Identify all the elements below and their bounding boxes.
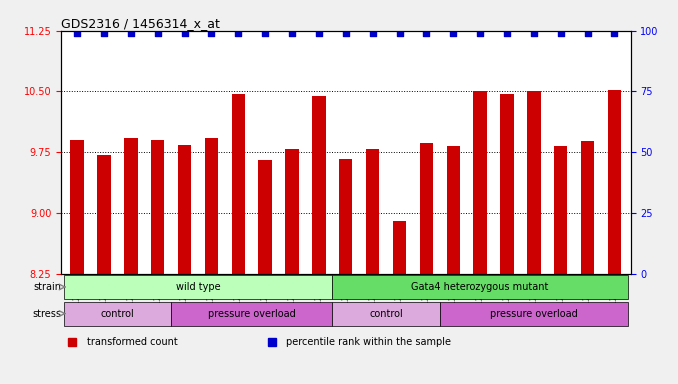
Point xyxy=(233,30,244,36)
Bar xyxy=(473,91,487,274)
Text: control: control xyxy=(100,309,134,319)
Text: pressure overload: pressure overload xyxy=(490,309,578,319)
Bar xyxy=(554,146,567,274)
FancyBboxPatch shape xyxy=(171,301,332,326)
Point xyxy=(367,30,378,36)
Point xyxy=(153,30,163,36)
Point xyxy=(447,30,458,36)
Point xyxy=(98,30,109,36)
FancyBboxPatch shape xyxy=(332,275,628,299)
Bar xyxy=(124,139,138,274)
Text: transformed count: transformed count xyxy=(87,337,178,347)
Bar xyxy=(393,221,406,274)
Bar xyxy=(581,141,595,274)
Point xyxy=(287,30,298,36)
Bar xyxy=(527,91,540,274)
Bar xyxy=(607,90,621,274)
Point xyxy=(555,30,566,36)
Bar xyxy=(339,159,353,274)
Bar xyxy=(366,149,380,274)
Point xyxy=(582,30,593,36)
Text: wild type: wild type xyxy=(176,282,220,292)
Point xyxy=(475,30,485,36)
Point xyxy=(394,30,405,36)
Point xyxy=(609,30,620,36)
Text: strain: strain xyxy=(33,282,62,292)
Bar xyxy=(312,96,325,274)
Point xyxy=(179,30,190,36)
Bar xyxy=(178,145,191,274)
Bar xyxy=(500,94,514,274)
Bar xyxy=(447,146,460,274)
Point xyxy=(502,30,513,36)
Bar xyxy=(420,143,433,274)
Point xyxy=(125,30,136,36)
Bar xyxy=(232,94,245,274)
Text: pressure overload: pressure overload xyxy=(208,309,296,319)
Point xyxy=(313,30,324,36)
Point xyxy=(72,30,83,36)
Point xyxy=(206,30,217,36)
Text: stress: stress xyxy=(33,309,62,319)
FancyBboxPatch shape xyxy=(64,275,332,299)
Text: percentile rank within the sample: percentile rank within the sample xyxy=(286,337,451,347)
FancyBboxPatch shape xyxy=(64,301,171,326)
Bar xyxy=(205,139,218,274)
Text: GDS2316 / 1456314_x_at: GDS2316 / 1456314_x_at xyxy=(61,17,220,30)
Point xyxy=(421,30,432,36)
Point xyxy=(340,30,351,36)
Bar xyxy=(258,160,272,274)
Bar xyxy=(97,155,111,274)
Text: Gata4 heterozygous mutant: Gata4 heterozygous mutant xyxy=(412,282,549,292)
Bar xyxy=(151,140,165,274)
Text: control: control xyxy=(370,309,403,319)
FancyBboxPatch shape xyxy=(440,301,628,326)
Bar xyxy=(71,140,84,274)
FancyBboxPatch shape xyxy=(332,301,440,326)
Bar xyxy=(285,149,299,274)
Point xyxy=(260,30,271,36)
Point xyxy=(528,30,539,36)
